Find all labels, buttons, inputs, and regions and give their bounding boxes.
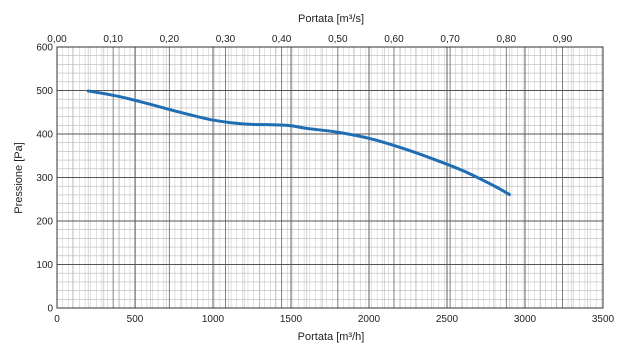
series-layer bbox=[86, 89, 511, 196]
x2-tick-label: 0,40 bbox=[272, 34, 292, 45]
y-tick-label: 400 bbox=[36, 130, 53, 141]
y-tick-label: 600 bbox=[36, 43, 53, 54]
x2-axis-title: Portata [m³/s] bbox=[298, 13, 364, 25]
x2-tick-label: 0,30 bbox=[216, 34, 236, 45]
y-tick-label: 500 bbox=[36, 86, 53, 97]
x-tick-label: 3000 bbox=[514, 314, 537, 325]
y-axis-title: Pressione [Pa] bbox=[13, 142, 25, 214]
x-tick-label: 2000 bbox=[358, 314, 381, 325]
series-line bbox=[86, 89, 511, 196]
x2-tick-label: 0,80 bbox=[497, 34, 517, 45]
x2-tick-label: 0,20 bbox=[160, 34, 180, 45]
x2-tick-label: 0,00 bbox=[47, 34, 67, 45]
x-tick-label: 0 bbox=[54, 314, 60, 325]
x-tick-label: 1000 bbox=[202, 314, 225, 325]
x-tick-label: 2500 bbox=[436, 314, 459, 325]
y-tick-label: 0 bbox=[47, 304, 53, 315]
y-tick-label: 100 bbox=[36, 260, 53, 271]
x-tick-labels: 0 500 1000 1500 2000 2500 3000 3500 bbox=[54, 314, 614, 325]
y-tick-label: 200 bbox=[36, 217, 53, 228]
x2-tick-label: 0,50 bbox=[328, 34, 348, 45]
x2-tick-label: 0,60 bbox=[384, 34, 404, 45]
plot-frame bbox=[56, 46, 604, 309]
major-grid bbox=[56, 46, 604, 309]
x-tick-label: 1500 bbox=[280, 314, 303, 325]
x2-tick-label: 0,90 bbox=[553, 34, 573, 45]
x-axis-title: Portata [m³/h] bbox=[298, 331, 365, 343]
y-tick-labels: 0 100 200 300 400 500 600 bbox=[36, 43, 53, 315]
x2-tick-label: 0,70 bbox=[440, 34, 460, 45]
x-tick-label: 3500 bbox=[592, 314, 615, 325]
x2-tick-labels: 0,00 0,10 0,20 0,30 0,40 0,50 0,60 0,70 0,80 0,90 bbox=[47, 34, 572, 45]
y-tick-label: 300 bbox=[36, 173, 53, 184]
x-tick-label: 500 bbox=[127, 314, 144, 325]
x2-tick-label: 0,10 bbox=[103, 34, 123, 45]
